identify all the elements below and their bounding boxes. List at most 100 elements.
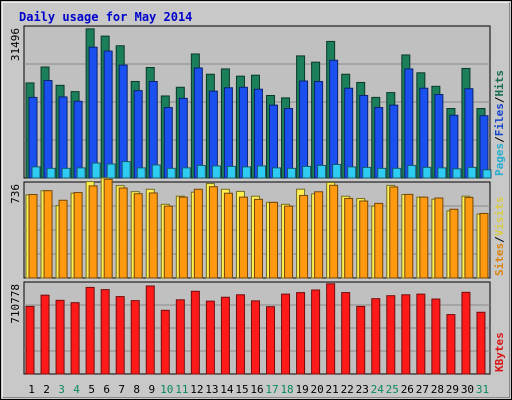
x-tick-label: 11 <box>175 383 188 396</box>
bar-sites-day-27 <box>419 196 429 279</box>
bar-pages-day-22 <box>347 166 357 179</box>
bar-sites-day-16 <box>253 198 263 279</box>
bar-sites-day-17 <box>269 201 279 279</box>
bar-kbytes-day-11 <box>175 299 185 375</box>
bar-pages-day-25 <box>392 167 402 179</box>
x-tick-label: 1 <box>28 383 35 396</box>
legend-entry: Pages <box>493 143 506 176</box>
series-sites <box>28 178 489 279</box>
bar-pages-day-9 <box>151 164 161 179</box>
x-tick-label: 28 <box>431 383 444 396</box>
bar-pages-day-20 <box>317 164 327 179</box>
bar-kbytes-day-27 <box>416 293 426 375</box>
bar-sites-day-22 <box>344 197 354 279</box>
panel-legend: KBytes <box>493 332 506 372</box>
bar-sites-day-20 <box>314 191 324 279</box>
bar-pages-day-31 <box>482 169 492 179</box>
panel-legend: Sites/Visits <box>493 197 506 277</box>
bar-kbytes-day-10 <box>160 309 170 375</box>
bar-kbytes-day-18 <box>281 293 291 375</box>
bar-pages-day-14 <box>226 165 236 179</box>
bar-pages-day-2 <box>46 167 56 179</box>
bar-files-day-17 <box>269 104 279 179</box>
legend-entry: Sites <box>493 243 506 276</box>
bar-pages-day-18 <box>287 167 297 179</box>
bar-pages-day-6 <box>106 163 116 179</box>
bar-sites-day-14 <box>223 192 233 279</box>
bar-sites-day-12 <box>193 188 203 279</box>
bar-kbytes-day-9 <box>145 285 155 375</box>
bar-kbytes-day-20 <box>311 289 321 375</box>
bar-kbytes-day-31 <box>476 311 486 375</box>
bar-sites-day-23 <box>359 200 369 279</box>
bar-pages-day-16 <box>256 165 266 179</box>
bar-files-day-27 <box>419 87 429 179</box>
bar-kbytes-day-2 <box>40 294 50 375</box>
bar-files-day-26 <box>404 68 414 179</box>
bar-sites-day-8 <box>133 193 143 279</box>
x-tick-label: 22 <box>341 383 354 396</box>
bar-kbytes-day-14 <box>220 296 230 375</box>
bar-files-day-3 <box>58 96 68 179</box>
bar-pages-day-13 <box>211 165 221 179</box>
bar-pages-day-29 <box>452 168 462 179</box>
x-tick-label: 30 <box>461 383 474 396</box>
bar-sites-day-1 <box>28 194 38 279</box>
bar-kbytes-day-25 <box>386 295 396 375</box>
bar-pages-day-23 <box>362 166 372 179</box>
bar-files-day-2 <box>43 80 53 179</box>
bar-sites-day-6 <box>103 178 113 279</box>
x-tick-label: 5 <box>88 383 95 396</box>
x-tick-label: 18 <box>280 383 293 396</box>
panel-2: 736 Sites/Visits <box>9 177 506 279</box>
bar-sites-day-31 <box>479 212 489 279</box>
bar-files-day-5 <box>88 46 98 179</box>
bar-sites-day-29 <box>449 208 459 279</box>
x-tick-label: 25 <box>386 383 399 396</box>
bar-pages-day-21 <box>332 163 342 179</box>
bar-files-day-15 <box>238 86 248 179</box>
x-tick-label: 16 <box>250 383 263 396</box>
bar-pages-day-5 <box>91 162 101 179</box>
bar-sites-day-21 <box>329 184 339 279</box>
series-kbytes <box>25 283 486 375</box>
bar-files-day-31 <box>479 115 489 179</box>
panel-max-label: 31496 <box>9 28 22 61</box>
bar-kbytes-day-19 <box>296 292 306 375</box>
bar-kbytes-day-16 <box>250 300 260 375</box>
bar-sites-day-19 <box>299 194 309 279</box>
bar-pages-day-17 <box>272 167 282 179</box>
legend-entry: KBytes <box>493 332 506 372</box>
bar-sites-day-26 <box>404 193 414 279</box>
bar-sites-day-4 <box>73 192 83 279</box>
x-tick-label: 3 <box>58 383 65 396</box>
bar-pages-day-15 <box>241 166 251 179</box>
x-tick-label: 8 <box>133 383 140 396</box>
bar-files-day-16 <box>253 88 263 179</box>
bar-files-day-20 <box>314 80 324 179</box>
bar-sites-day-2 <box>43 190 53 279</box>
bar-kbytes-day-23 <box>356 305 366 375</box>
panel-3: 710778 KBytes <box>9 281 506 375</box>
legend-entry: / <box>493 136 506 143</box>
legend-entry: Hits <box>493 70 506 97</box>
bar-files-day-13 <box>208 90 218 179</box>
x-tick-label: 24 <box>371 383 385 396</box>
bar-files-day-30 <box>464 88 474 179</box>
x-tick-label: 7 <box>118 383 125 396</box>
bar-files-day-8 <box>133 90 143 179</box>
bar-sites-day-13 <box>208 186 218 279</box>
bar-pages-day-8 <box>136 167 146 179</box>
bar-sites-day-10 <box>163 205 173 279</box>
bar-files-day-7 <box>118 64 128 179</box>
bar-sites-day-7 <box>118 187 128 279</box>
bar-kbytes-day-6 <box>100 289 110 375</box>
bar-kbytes-day-29 <box>446 314 456 375</box>
x-tick-label: 29 <box>446 383 459 396</box>
x-tick-label: 10 <box>160 383 173 396</box>
bar-pages-day-26 <box>407 164 417 179</box>
bar-files-day-14 <box>223 87 233 179</box>
bar-pages-day-27 <box>422 166 432 179</box>
bar-kbytes-day-8 <box>130 300 140 375</box>
